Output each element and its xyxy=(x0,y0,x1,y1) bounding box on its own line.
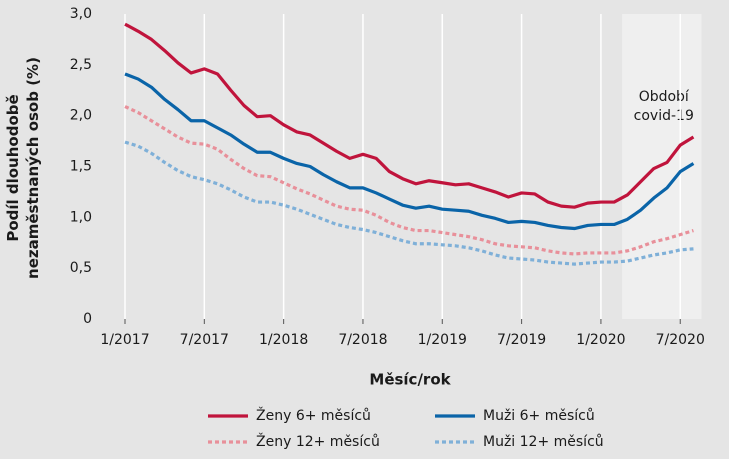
covid-label: covid-19 xyxy=(634,108,694,124)
x-tick-label: 1/2018 xyxy=(259,332,308,348)
y-axis-title: Podíl dlouhodobě nezaměstnaných osob (%) xyxy=(4,57,42,279)
x-tick-label: 1/2020 xyxy=(576,332,625,348)
y-tick-label: 0 xyxy=(83,311,92,327)
legend-label: Muži 12+ měsíců xyxy=(483,434,604,450)
x-tick-label: 7/2020 xyxy=(656,332,705,348)
x-tick-label: 1/2017 xyxy=(100,332,149,348)
legend-label: Ženy 6+ měsíců xyxy=(256,406,371,424)
y-tick-label: 1,0 xyxy=(70,209,92,225)
series-line xyxy=(124,72,695,231)
legend-label: Muži 6+ měsíců xyxy=(483,408,595,424)
covid-label: Období xyxy=(639,89,690,105)
y-tick-label: 3,0 xyxy=(70,6,92,22)
legend-label: Ženy 12+ měsíců xyxy=(256,432,380,450)
x-axis-title: Měsíc/rok xyxy=(369,371,451,389)
y-tick-label: 2,0 xyxy=(70,108,92,124)
series-line xyxy=(124,105,694,256)
x-tick-label: 7/2018 xyxy=(338,332,387,348)
y-tick-label: 2,5 xyxy=(70,57,92,73)
y-tick-label: 1,5 xyxy=(70,159,92,175)
y-tick-label: 0,5 xyxy=(70,260,92,276)
series-line xyxy=(124,140,694,266)
series-line xyxy=(124,22,695,209)
y-axis-title-line: Podíl dlouhodobě xyxy=(4,94,22,241)
x-tick-label: 7/2017 xyxy=(180,332,229,348)
x-tick-label: 7/2019 xyxy=(497,332,546,348)
x-tick-label: 1/2019 xyxy=(418,332,467,348)
y-axis-title-line: nezaměstnaných osob (%) xyxy=(24,57,42,279)
